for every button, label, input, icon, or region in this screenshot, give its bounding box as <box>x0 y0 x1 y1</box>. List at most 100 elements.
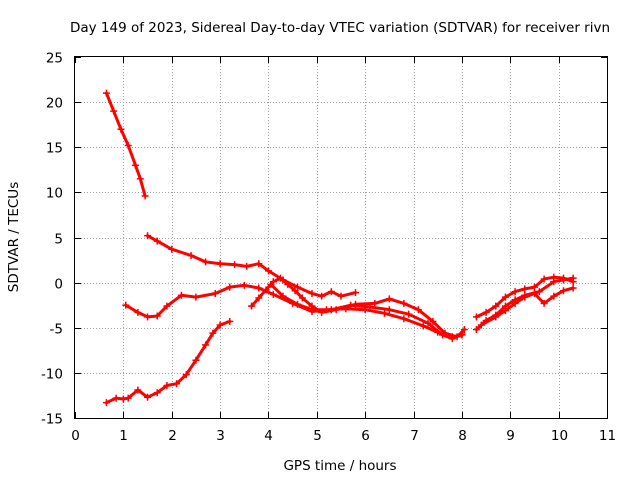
data-point <box>248 302 256 310</box>
data-point <box>318 292 326 300</box>
data-point <box>371 299 379 307</box>
data-point <box>269 290 277 298</box>
data-point <box>535 288 543 296</box>
x-tick-label: 8 <box>458 428 467 444</box>
x-tick-label: 2 <box>168 428 177 444</box>
data-point <box>501 307 509 315</box>
data-point <box>492 302 500 310</box>
data-point <box>102 399 110 407</box>
data-point <box>511 288 519 296</box>
data-point <box>352 289 360 297</box>
data-point <box>168 245 176 253</box>
data-point <box>550 273 558 281</box>
data-point <box>264 267 272 275</box>
data-point <box>293 283 301 291</box>
data-point <box>202 341 210 349</box>
data-point <box>187 252 195 260</box>
x-tick-label: 1 <box>119 428 128 444</box>
data-point <box>134 308 142 316</box>
y-tick-label: 10 <box>46 186 63 202</box>
data-point <box>226 283 234 291</box>
data-point <box>322 306 330 314</box>
y-tick-label: 15 <box>46 141 63 157</box>
data-point <box>569 284 577 292</box>
data-point <box>291 287 299 295</box>
chart-title: Day 149 of 2023, Sidereal Day-to-day VTE… <box>70 20 610 36</box>
data-point <box>501 293 509 301</box>
x-tick-label: 4 <box>264 428 273 444</box>
series-line <box>479 286 575 327</box>
x-tick-label: 7 <box>410 428 419 444</box>
data-point <box>381 309 389 317</box>
data-point <box>400 315 408 323</box>
data-point <box>192 356 200 364</box>
data-point <box>182 371 190 379</box>
data-point <box>352 300 360 308</box>
data-point <box>153 237 161 245</box>
data-point <box>472 313 480 321</box>
data-point <box>202 258 210 266</box>
data-point <box>419 322 427 330</box>
data-point <box>298 294 306 302</box>
data-point <box>414 306 422 314</box>
data-point <box>144 313 152 321</box>
series-arc-9 <box>477 284 577 329</box>
data-point <box>255 284 263 292</box>
data-point <box>177 291 185 299</box>
data-series <box>102 89 577 407</box>
data-point <box>131 161 139 169</box>
data-point <box>521 293 529 301</box>
data-point <box>255 294 263 302</box>
data-point <box>209 329 217 337</box>
data-point <box>163 382 171 390</box>
data-point <box>231 261 239 269</box>
data-point <box>226 317 234 325</box>
data-point <box>448 333 456 341</box>
data-point <box>243 262 251 270</box>
x-axis-label: GPS time / hours <box>283 458 396 474</box>
data-point <box>279 292 287 300</box>
axis-ticks: 0 1 2 3 4 5 6 7 8 9 10 11 -15 -10 -5 0 5 10 15 20 25 <box>41 51 616 445</box>
data-point <box>284 280 292 288</box>
data-point <box>293 300 301 308</box>
y-tick-label: 20 <box>46 96 63 112</box>
plot-frame <box>74 56 608 419</box>
data-point <box>492 313 500 321</box>
series-arc-2 <box>144 232 360 300</box>
data-point <box>102 89 110 97</box>
series-line <box>104 91 147 198</box>
data-point <box>337 292 345 300</box>
data-point <box>482 308 490 316</box>
series-arc-8 <box>472 273 577 321</box>
series-arc-1 <box>102 89 149 200</box>
data-point <box>277 274 285 282</box>
data-point <box>153 312 161 320</box>
series-line <box>124 283 464 341</box>
y-tick-label: -10 <box>41 367 63 383</box>
data-point <box>124 394 132 402</box>
data-point <box>429 317 437 325</box>
data-point <box>361 306 369 314</box>
data-point <box>110 107 118 115</box>
data-point <box>124 141 132 149</box>
data-point <box>144 393 152 401</box>
data-point <box>308 289 316 297</box>
data-point <box>405 310 413 318</box>
x-tick-label: 0 <box>71 428 80 444</box>
data-point <box>530 283 538 291</box>
y-tick-label: -15 <box>41 412 63 428</box>
data-point <box>144 232 152 240</box>
data-point <box>458 331 466 339</box>
data-point <box>163 302 171 310</box>
data-point <box>192 293 200 301</box>
data-point <box>385 306 393 314</box>
data-point <box>122 301 130 309</box>
x-tick-label: 9 <box>506 428 515 444</box>
y-tick-label: -5 <box>50 322 63 338</box>
series-arc-6 <box>267 280 466 341</box>
data-point <box>216 260 224 268</box>
data-point <box>569 278 577 286</box>
series-line <box>474 276 575 332</box>
data-point <box>559 274 567 282</box>
